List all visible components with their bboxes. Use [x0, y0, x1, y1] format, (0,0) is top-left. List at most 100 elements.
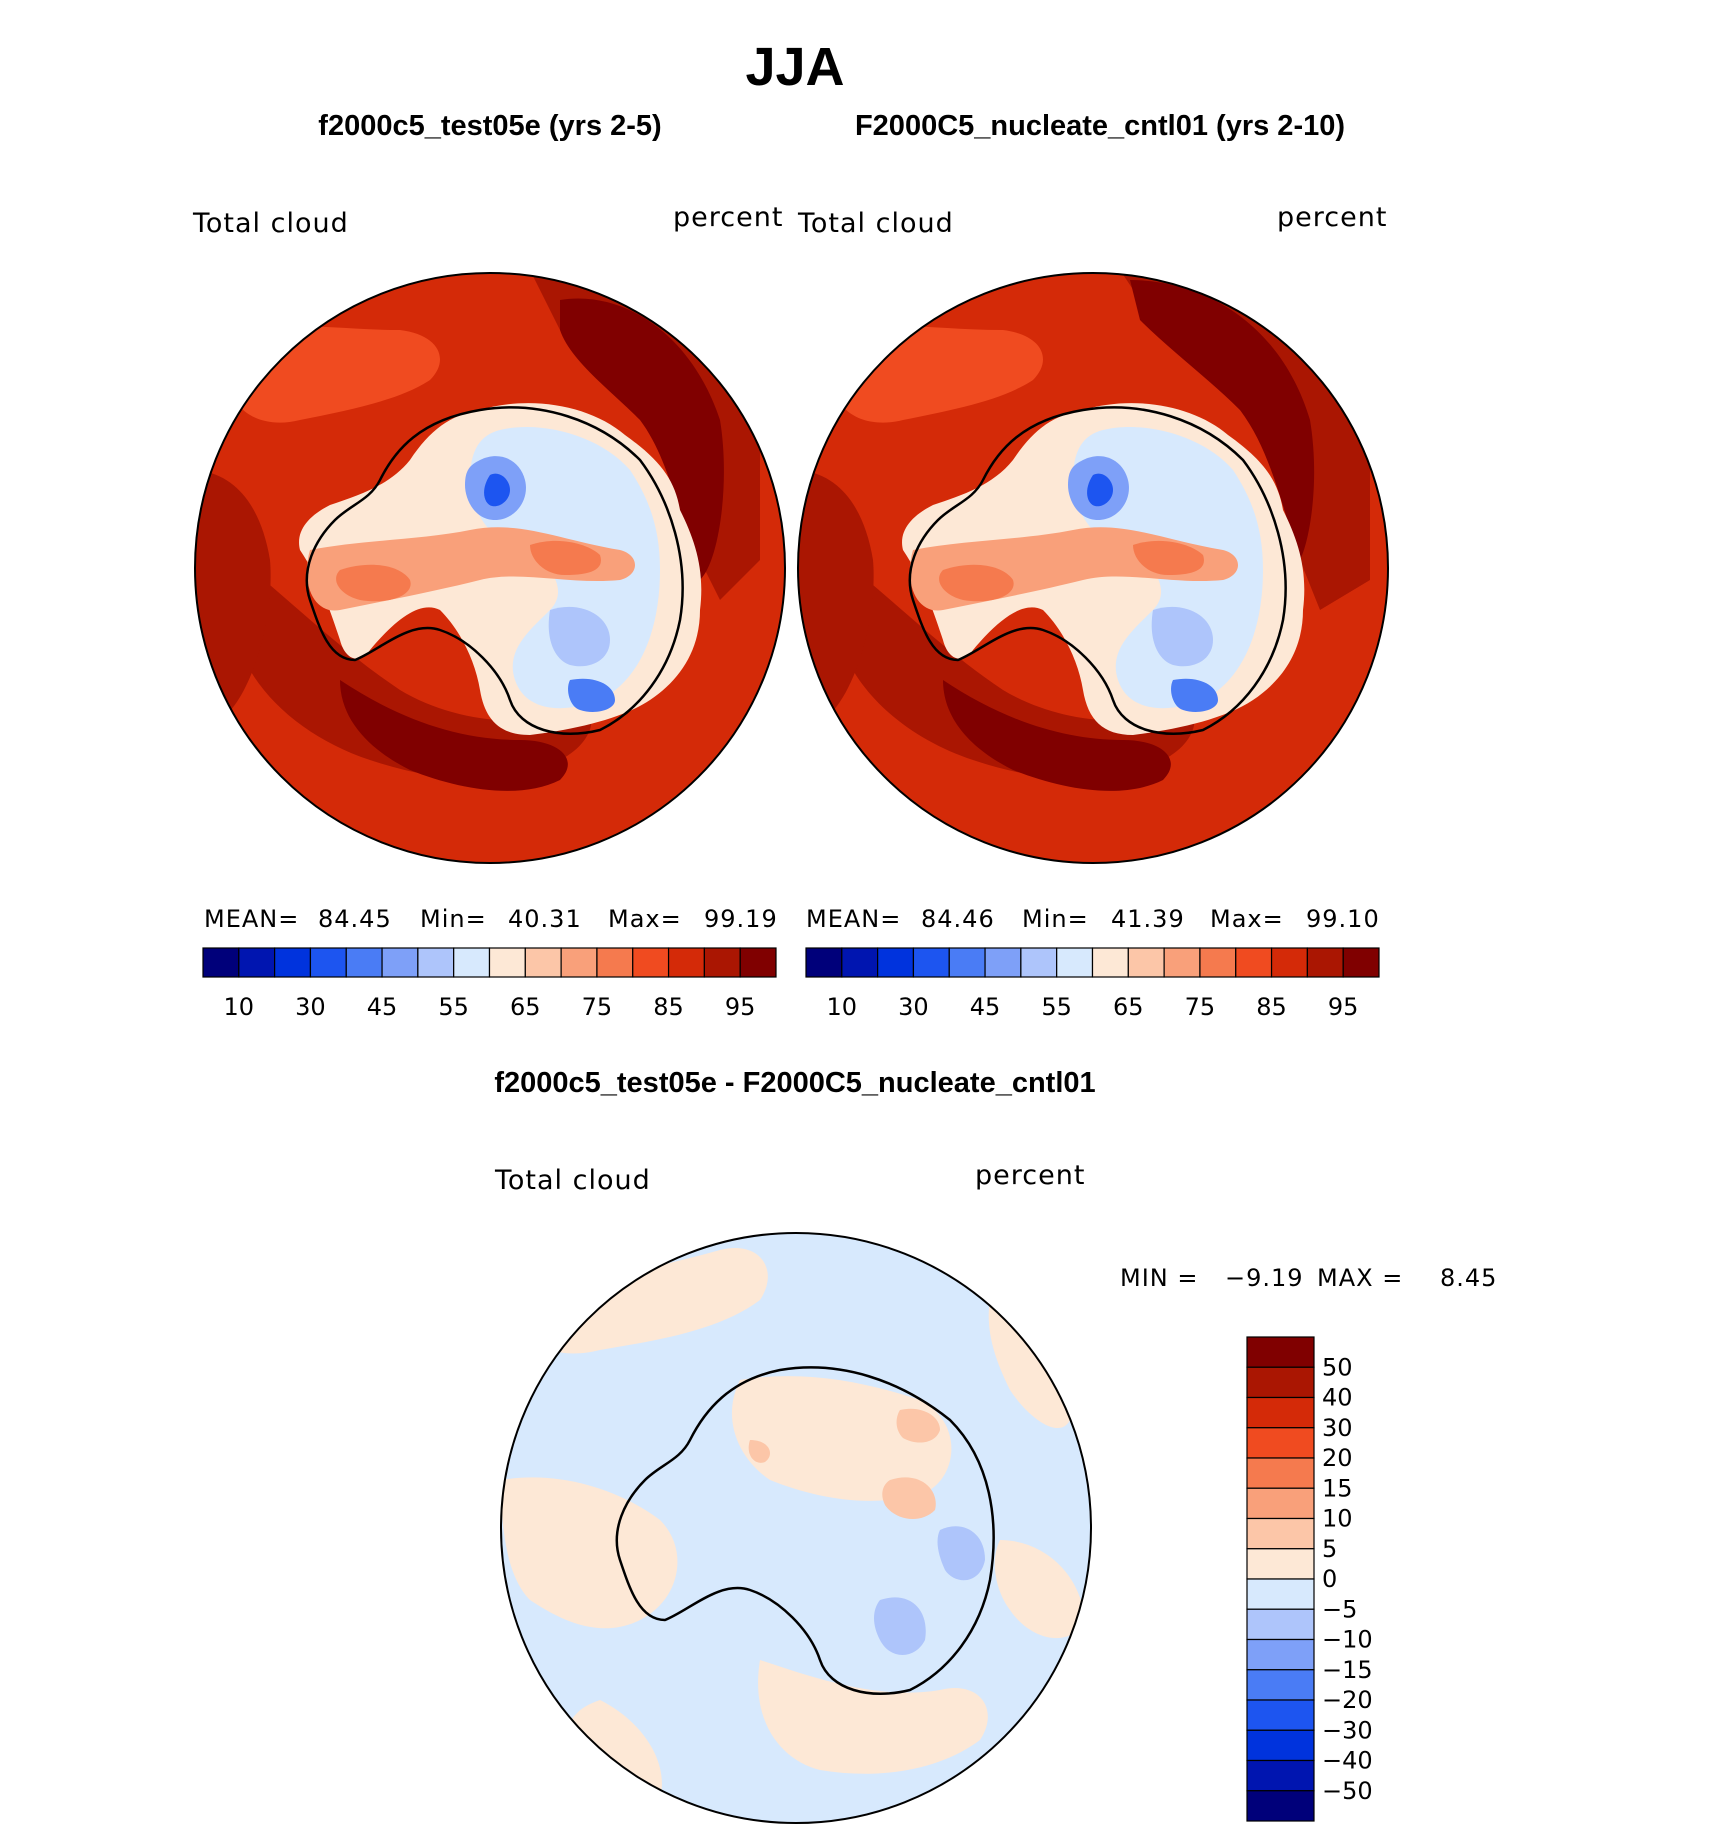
diff-colorbar-swatch [1246, 1669, 1315, 1701]
diff-colorbar-tick-label: 0 [1322, 1565, 1337, 1593]
left-colorbar-swatch [560, 947, 598, 978]
diff-colorbar-swatch [1246, 1517, 1315, 1550]
right-colorbar-tick-label: 10 [827, 993, 858, 1021]
diff-min-value: −9.19 [1225, 1264, 1304, 1292]
diff-colorbar-tick-label: 30 [1322, 1414, 1353, 1442]
right-colorbar-swatch [1306, 947, 1344, 978]
left-colorbar-swatch [202, 947, 240, 978]
diff-colorbar-swatch [1246, 1396, 1315, 1429]
right-panel-title: F2000C5_nucleate_cntl01 (yrs 2-10) [854, 110, 1346, 142]
right-colorbar-tick-label: 55 [1041, 993, 1072, 1021]
right-map [797, 272, 1389, 864]
left-colorbar-swatch [274, 947, 312, 978]
left-colorbar-swatch [488, 947, 526, 978]
diff-colorbar-tick-label: −40 [1322, 1747, 1373, 1775]
diff-colorbar-swatch [1246, 1638, 1315, 1671]
right-mean-value: 84.46 [921, 905, 995, 933]
right-colorbar-swatch [1342, 947, 1380, 978]
right-variable-label: Total cloud [798, 208, 954, 239]
left-max-label: Max= [608, 905, 682, 933]
diff-variable-label: Total cloud [495, 1165, 651, 1196]
left-colorbar-tick-label: 30 [295, 993, 326, 1021]
right-colorbar-swatch [805, 947, 843, 978]
right-colorbar-swatch [877, 947, 915, 978]
right-colorbar: 10 30 45 55 65 75 85 95 [805, 947, 1380, 1021]
right-colorbar-tick-label: 95 [1328, 993, 1359, 1021]
left-colorbar-swatch [345, 947, 383, 978]
left-colorbar-swatch [596, 947, 634, 978]
right-colorbar-swatch [841, 947, 879, 978]
diff-max-label: MAX = [1317, 1264, 1404, 1292]
right-colorbar-swatch [984, 947, 1022, 978]
left-mean-value: 84.45 [318, 905, 392, 933]
diff-colorbar-tick-label: 40 [1322, 1384, 1353, 1412]
left-colorbar-tick-label: 10 [224, 993, 255, 1021]
diff-colorbar-tick-label: −50 [1322, 1777, 1373, 1805]
left-colorbar-tick-label: 55 [438, 993, 469, 1021]
left-variable-label: Total cloud [193, 208, 349, 239]
right-colorbar-swatch [1163, 947, 1201, 978]
diff-colorbar-swatch [1246, 1578, 1315, 1610]
right-colorbar-swatch [1056, 947, 1094, 978]
diff-colorbar-swatch [1246, 1336, 1315, 1368]
left-colorbar-tick-label: 85 [653, 993, 684, 1021]
right-colorbar-swatch [1020, 947, 1058, 978]
left-colorbar-swatch [632, 947, 670, 978]
right-colorbar-tick-label: 30 [898, 993, 929, 1021]
right-colorbar-swatch [1091, 947, 1129, 978]
diff-colorbar-swatch [1246, 1427, 1315, 1459]
right-colorbar-tick-label: 45 [970, 993, 1001, 1021]
diff-units-label: percent [975, 1160, 1086, 1191]
diff-colorbar-swatch [1246, 1366, 1315, 1399]
diff-colorbar-tick-label: 5 [1322, 1535, 1337, 1563]
figure-title: JJA [745, 37, 845, 97]
left-colorbar-swatch [739, 947, 777, 978]
diff-colorbar-tick-label: 20 [1322, 1444, 1353, 1472]
left-min-label: Min= [420, 905, 487, 933]
right-colorbar-swatch [1127, 947, 1165, 978]
diff-colorbar-swatch [1246, 1548, 1315, 1580]
diff-colorbar-swatch [1246, 1487, 1315, 1520]
right-colorbar-swatch [948, 947, 986, 978]
right-max-label: Max= [1210, 905, 1284, 933]
diff-colorbar-tick-label: −30 [1322, 1716, 1373, 1744]
diff-colorbar-swatch [1246, 1699, 1315, 1731]
diff-colorbar-tick-label: −10 [1322, 1626, 1373, 1654]
diff-colorbar-tick-label: 10 [1322, 1505, 1353, 1533]
left-colorbar-tick-label: 95 [725, 993, 756, 1021]
left-colorbar-swatch [524, 947, 562, 978]
left-colorbar-swatch [238, 947, 276, 978]
diff-map [500, 1232, 1092, 1824]
diff-colorbar-swatch [1246, 1608, 1315, 1641]
left-colorbar-swatch [417, 947, 455, 978]
right-units-label: percent [1277, 202, 1388, 233]
diff-colorbar-swatch [1246, 1729, 1315, 1762]
left-colorbar-swatch [309, 947, 347, 978]
right-colorbar-tick-label: 65 [1113, 993, 1144, 1021]
left-colorbar-swatch [453, 947, 491, 978]
left-min-value: 40.31 [508, 905, 582, 933]
left-units-label: percent [673, 202, 784, 233]
left-mean-label: MEAN= [204, 905, 300, 933]
diff-colorbar-tick-label: 15 [1322, 1474, 1353, 1502]
right-colorbar-swatch [1235, 947, 1273, 978]
right-min-value: 41.39 [1111, 905, 1185, 933]
left-colorbar-tick-label: 65 [510, 993, 541, 1021]
right-colorbar-swatch [1199, 947, 1237, 978]
right-max-value: 99.10 [1306, 905, 1380, 933]
right-mean-label: MEAN= [806, 905, 902, 933]
left-panel-title: f2000c5_test05e (yrs 2-5) [318, 110, 662, 142]
diff-max-value: 8.45 [1440, 1264, 1498, 1292]
right-colorbar-tick-label: 85 [1256, 993, 1287, 1021]
diff-colorbar-tick-label: 50 [1322, 1353, 1353, 1381]
diff-min-label: MIN = [1120, 1264, 1199, 1292]
right-colorbar-tick-label: 75 [1185, 993, 1216, 1021]
right-min-label: Min= [1022, 905, 1089, 933]
left-max-value: 99.19 [704, 905, 778, 933]
diff-colorbar-swatch [1246, 1457, 1315, 1489]
right-colorbar-swatch [1270, 947, 1308, 978]
left-colorbar-swatch [703, 947, 741, 978]
diff-colorbar-tick-label: −15 [1322, 1656, 1373, 1684]
diff-colorbar-swatch [1246, 1790, 1315, 1822]
